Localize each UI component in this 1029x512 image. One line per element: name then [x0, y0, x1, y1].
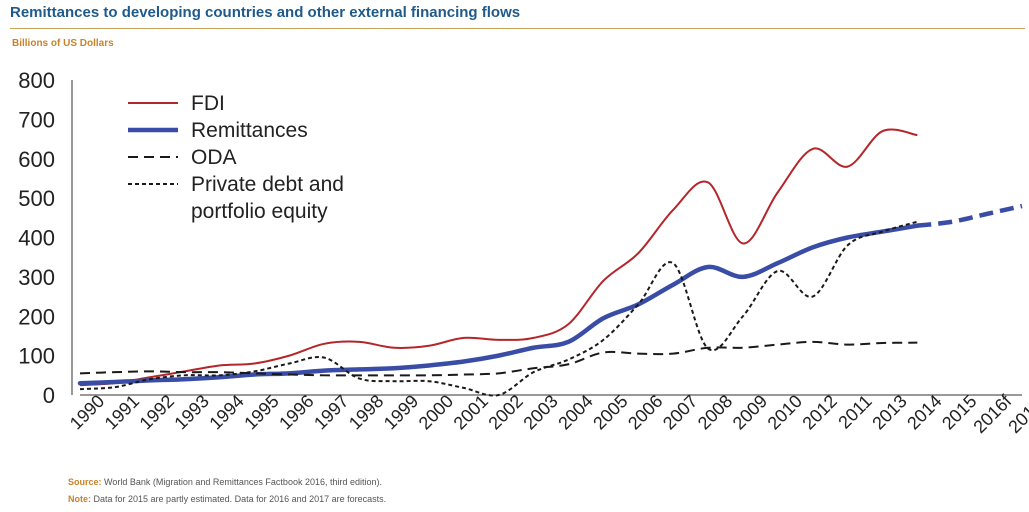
x-tick-label: 2005	[589, 391, 631, 433]
legend-label: Remittances	[191, 119, 308, 142]
x-tick-label: 2008	[694, 391, 736, 433]
x-tick-label: 2001	[450, 391, 492, 433]
x-tick-label: 2014	[903, 391, 945, 433]
x-tick-label: 1994	[205, 391, 247, 433]
legend-label: portfolio equity	[191, 200, 328, 223]
legend-label: FDI	[191, 92, 225, 115]
source-label: Source:	[68, 477, 102, 487]
x-tick-label: 1998	[345, 391, 387, 433]
x-tick-label: 2006	[624, 391, 666, 433]
x-tick-label: 2012	[798, 391, 840, 433]
y-tick-label: 200	[18, 304, 55, 329]
y-tick-label: 600	[18, 147, 55, 172]
note-footnote: Note: Data for 2015 are partly estimated…	[68, 494, 386, 504]
x-tick-label: 2009	[729, 391, 771, 433]
legend-label: ODA	[191, 146, 237, 169]
x-tick-label: 1996	[275, 391, 317, 433]
x-tick-label: 2011	[834, 391, 876, 433]
x-tick-label: 1990	[66, 391, 108, 433]
remittances-forecast-line	[917, 203, 1023, 228]
x-tick-label: 2004	[554, 391, 596, 433]
x-tick-label: 2003	[519, 391, 561, 433]
x-tick-label: 2002	[484, 391, 526, 433]
x-tick-label: 2017f	[1004, 390, 1029, 437]
series-3-line	[79, 220, 918, 397]
y-tick-label: 800	[18, 68, 55, 93]
x-tick-label: 2016f	[969, 390, 1016, 437]
remittances-line	[77, 223, 920, 386]
chart-title: Remittances to developing countries and …	[10, 4, 521, 21]
x-tick-label: 2000	[415, 391, 457, 433]
title-divider	[10, 28, 1025, 29]
series-2-line	[79, 340, 918, 377]
source-footnote: Source: World Bank (Migration and Remitt…	[68, 477, 382, 487]
unit-label: Billions of US Dollars	[12, 38, 114, 49]
y-tick-label: 100	[18, 344, 55, 369]
y-tick-label: 300	[18, 265, 55, 290]
x-tick-label: 1997	[310, 391, 352, 433]
x-tick-label: 1995	[240, 391, 282, 433]
series-lines	[77, 128, 1023, 397]
y-tick-label: 500	[18, 186, 55, 211]
x-tick-label: 2007	[659, 391, 701, 433]
x-tick-label: 1993	[170, 391, 212, 433]
source-text: World Bank (Migration and Remittances Fa…	[104, 477, 383, 487]
x-tick-label: 1999	[380, 391, 422, 433]
note-text: Data for 2015 are partly estimated. Data…	[93, 494, 387, 504]
note-label: Note:	[68, 494, 91, 504]
x-tick-label: 1992	[136, 391, 178, 433]
y-tick-label: 700	[18, 107, 55, 132]
x-tick-label: 2010	[764, 391, 806, 433]
legend-label: Private debt and	[191, 173, 344, 196]
y-tick-label: 0	[43, 383, 55, 408]
x-tick-label: 1991	[101, 391, 143, 433]
series-0-line	[79, 128, 918, 387]
chart-legend: FDI Remittances ODA Private debt and portfol…	[128, 92, 344, 223]
x-tick-label: 2013	[868, 391, 910, 433]
y-tick-label: 400	[18, 226, 55, 251]
